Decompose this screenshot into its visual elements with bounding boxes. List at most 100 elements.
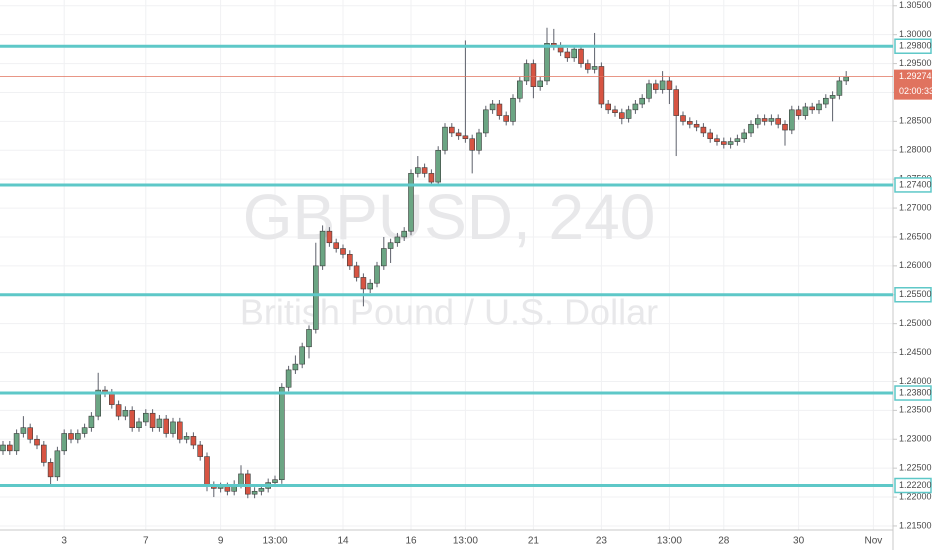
candle-body (129, 410, 135, 428)
level-label: 1.22200 (899, 480, 932, 490)
candle-body (482, 109, 489, 134)
candle-body (13, 433, 20, 452)
countdown-label: 02:00:33 (899, 86, 932, 96)
candle-body (618, 112, 625, 119)
last-price-label: 1.29274 (899, 71, 932, 81)
candle-body (272, 479, 278, 483)
x-tick-label: 28 (718, 536, 730, 547)
candle-body (374, 265, 380, 284)
candle-body (394, 236, 401, 244)
candle-body (646, 83, 652, 99)
candle-body (584, 63, 591, 70)
candle-body (754, 118, 761, 125)
level-label: 1.23800 (899, 387, 932, 397)
candle-body (564, 51, 571, 59)
candle-body (693, 123, 700, 128)
candle-body (523, 63, 530, 82)
candle-body (469, 138, 476, 151)
level-label: 1.27400 (899, 179, 932, 189)
candle-body (802, 106, 809, 116)
candle-body (401, 230, 408, 238)
candle-body (537, 80, 544, 87)
candle-body (190, 436, 197, 446)
candle-body (632, 103, 639, 111)
candle-body (326, 230, 333, 244)
candle-body (387, 242, 394, 249)
candle-body (88, 415, 95, 428)
candle-body (278, 386, 285, 481)
candle-body (707, 132, 714, 140)
candle-body (516, 80, 523, 99)
candle-body (156, 418, 163, 428)
x-tick-label: 9 (218, 536, 224, 547)
candle-body (605, 103, 612, 111)
candle-body (829, 95, 836, 99)
level-label: 1.29800 (899, 41, 932, 51)
x-tick-label: 16 (405, 536, 417, 547)
candle-body (489, 103, 496, 111)
candle-body (666, 80, 673, 90)
candle-body (0, 444, 6, 452)
candle-body (27, 427, 34, 440)
y-tick-label: 1.25000 (899, 318, 932, 328)
candle-body (333, 242, 340, 249)
candle-body (741, 132, 748, 140)
candle-body (204, 456, 210, 486)
candle-body (75, 433, 81, 440)
candle-body (496, 103, 503, 116)
y-tick-label: 1.27000 (899, 202, 932, 212)
x-tick-label: 7 (143, 536, 149, 547)
candle-body (346, 254, 353, 267)
x-tick-label: 30 (793, 536, 805, 547)
y-tick-label: 1.28500 (899, 116, 932, 126)
candle-body (788, 109, 795, 131)
candle-body (720, 141, 727, 145)
candle-body (544, 43, 550, 82)
candle-body (34, 438, 40, 446)
candle-body (612, 109, 618, 114)
last-price-box (894, 69, 932, 100)
candle-body (380, 248, 387, 267)
candle-body (680, 115, 686, 122)
candle-body (143, 412, 149, 423)
candle-body (136, 421, 142, 428)
candle-body (319, 230, 326, 267)
candle-body (775, 118, 782, 125)
candle-body (312, 265, 319, 330)
candle-body (476, 132, 482, 151)
candle-body (238, 473, 244, 485)
candle-body (258, 488, 265, 492)
candle-body (734, 138, 741, 142)
candle-body (673, 89, 680, 116)
candle-body (686, 121, 693, 125)
x-tick-label: 21 (528, 536, 540, 547)
candle-body (598, 66, 605, 105)
x-tick-label: Nov (865, 536, 883, 547)
y-tick-label: 1.30000 (899, 29, 932, 39)
candle-body (197, 444, 203, 457)
candle-body (367, 282, 374, 290)
candle-body (455, 132, 462, 137)
candle-body (149, 412, 156, 428)
candle-body (571, 48, 578, 59)
candle-body (816, 103, 822, 111)
candle-body (54, 450, 61, 478)
y-tick-label: 1.23500 (899, 405, 932, 415)
candle-body (503, 115, 510, 122)
candle-body (81, 427, 88, 434)
x-tick-label: 3 (61, 536, 67, 547)
y-tick-label: 1.21500 (899, 520, 932, 530)
y-tick-label: 1.30500 (899, 0, 932, 10)
candle-body (115, 404, 122, 417)
candle-body (421, 167, 428, 174)
candle-body (761, 118, 768, 122)
y-tick-label: 1.24500 (899, 347, 932, 357)
y-tick-label: 1.26500 (899, 231, 932, 241)
candle-body (836, 80, 843, 96)
candle-body (47, 462, 54, 478)
candle-body (822, 97, 829, 105)
candle-body (843, 76, 850, 82)
candle-body (7, 444, 13, 452)
